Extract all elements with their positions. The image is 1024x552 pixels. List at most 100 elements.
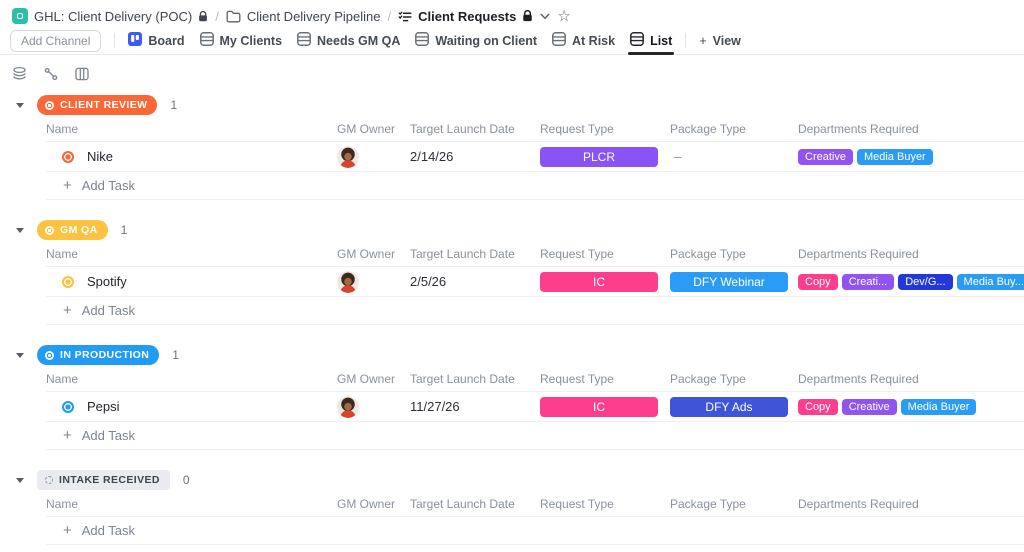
chevron-down-icon[interactable] bbox=[540, 13, 550, 20]
departments-cell: Copy Creative Media Buyer bbox=[798, 398, 1024, 415]
column-header-name[interactable]: Name bbox=[46, 246, 79, 261]
package-type-pill[interactable]: DFY Webinar bbox=[670, 271, 788, 292]
department-tag[interactable]: Copy bbox=[798, 398, 838, 415]
table-view-icon bbox=[630, 32, 645, 49]
tab-waiting-on-client[interactable]: Waiting on Client bbox=[415, 27, 537, 54]
empty-value[interactable]: – bbox=[674, 149, 682, 164]
column-header-gm-owner[interactable]: GM Owner bbox=[337, 371, 396, 386]
department-tag[interactable]: Media Buyer bbox=[900, 398, 977, 415]
department-tag[interactable]: Creati... bbox=[841, 273, 895, 290]
column-header-departments-required[interactable]: Departments Required bbox=[798, 371, 919, 386]
task-name[interactable]: Spotify bbox=[87, 274, 127, 289]
task-status-icon[interactable] bbox=[62, 400, 74, 413]
tab-at-risk[interactable]: At Risk bbox=[552, 27, 615, 54]
group-status-badge[interactable]: CLIENT REVIEW bbox=[37, 95, 158, 115]
column-header-request-type[interactable]: Request Type bbox=[540, 496, 614, 511]
target-launch-date[interactable]: 2/5/26 bbox=[410, 274, 447, 289]
request-type-pill[interactable]: IC bbox=[540, 271, 658, 292]
add-task-label: Add Task bbox=[81, 428, 136, 443]
owner-avatar[interactable] bbox=[337, 270, 410, 293]
column-header-departments-required[interactable]: Departments Required bbox=[798, 496, 919, 511]
group-table: Name GM Owner Target Launch Date Request Ty… bbox=[46, 241, 1024, 325]
add-task-button[interactable]: + Add Task bbox=[46, 517, 1024, 545]
list-check-icon bbox=[398, 10, 412, 23]
gm-owner-cell bbox=[337, 270, 410, 293]
department-tag[interactable]: Creative bbox=[841, 398, 897, 415]
tab-my-clients[interactable]: My Clients bbox=[199, 27, 282, 54]
folder-name: Client Delivery Pipeline bbox=[246, 8, 381, 24]
column-header-name[interactable]: Name bbox=[46, 121, 79, 136]
column-header-target-launch-date[interactable]: Target Launch Date bbox=[410, 371, 515, 386]
group-status-badge[interactable]: GM QA bbox=[37, 220, 108, 240]
column-header-request-type[interactable]: Request Type bbox=[540, 371, 614, 386]
column-header-request-type[interactable]: Request Type bbox=[540, 121, 614, 136]
folder-icon bbox=[226, 10, 241, 23]
group-by-icon[interactable] bbox=[12, 66, 27, 81]
lock-icon bbox=[522, 10, 533, 22]
collapse-arrow-icon[interactable] bbox=[16, 352, 24, 358]
column-header-target-launch-date[interactable]: Target Launch Date bbox=[410, 496, 515, 511]
status-circle-icon bbox=[45, 350, 54, 360]
breadcrumb-space[interactable]: GHL: Client Delivery (POC) bbox=[12, 8, 208, 24]
task-name-cell: Nike bbox=[46, 149, 337, 164]
add-task-button[interactable]: + Add Task bbox=[46, 422, 1024, 450]
column-header-departments-required[interactable]: Departments Required bbox=[798, 246, 919, 261]
table-view-icon bbox=[199, 32, 214, 49]
task-status-icon[interactable] bbox=[62, 150, 74, 163]
breadcrumb-folder[interactable]: Client Delivery Pipeline bbox=[226, 9, 381, 24]
space-name: GHL: Client Delivery (POC) bbox=[34, 8, 193, 24]
group-status-badge[interactable]: IN PRODUCTION bbox=[37, 345, 160, 365]
target-launch-date[interactable]: 11/27/26 bbox=[410, 399, 460, 414]
star-icon[interactable]: ☆ bbox=[557, 7, 571, 25]
task-name[interactable]: Pepsi bbox=[87, 399, 120, 414]
column-header-package-type[interactable]: Package Type bbox=[670, 496, 746, 511]
department-tag[interactable]: Media Buy... bbox=[956, 273, 1024, 290]
column-header-target-launch-date[interactable]: Target Launch Date bbox=[410, 121, 515, 136]
columns-icon[interactable] bbox=[75, 67, 89, 81]
department-tag[interactable]: Creative bbox=[798, 148, 853, 165]
column-header-package-type[interactable]: Package Type bbox=[670, 246, 746, 261]
target-launch-date[interactable]: 2/14/26 bbox=[410, 149, 454, 164]
collapse-arrow-icon[interactable] bbox=[16, 102, 24, 108]
tab-board[interactable]: Board bbox=[128, 27, 185, 54]
department-tag[interactable]: Dev/G... bbox=[898, 273, 953, 290]
request-type-pill[interactable]: PLCR bbox=[540, 146, 658, 167]
column-header-package-type[interactable]: Package Type bbox=[670, 371, 746, 386]
column-header-gm-owner[interactable]: GM Owner bbox=[337, 121, 396, 136]
department-tag[interactable]: Copy bbox=[798, 273, 838, 290]
task-name[interactable]: Nike bbox=[87, 149, 114, 164]
breadcrumb-list[interactable]: Client Requests bbox=[398, 9, 533, 24]
add-view-button[interactable]: + View bbox=[699, 34, 741, 48]
package-type-pill[interactable]: DFY Ads bbox=[670, 396, 788, 417]
group-client-review: CLIENT REVIEW 1 Name GM Owner Target Launch … bbox=[0, 94, 1024, 200]
column-header-row: Name GM Owner Target Launch Date Request Ty… bbox=[46, 241, 1024, 267]
list-name: Client Requests bbox=[418, 8, 517, 24]
column-header-request-type[interactable]: Request Type bbox=[540, 246, 614, 261]
add-task-label: Add Task bbox=[81, 178, 136, 193]
group-status-badge[interactable]: INTAKE RECEIVED bbox=[37, 470, 170, 490]
column-header-gm-owner[interactable]: GM Owner bbox=[337, 496, 396, 511]
column-header-target-launch-date[interactable]: Target Launch Date bbox=[410, 246, 515, 261]
tab-needs-gm-qa[interactable]: Needs GM QA bbox=[297, 27, 400, 54]
request-type-cell: PLCR bbox=[540, 146, 670, 167]
column-header-gm-owner[interactable]: GM Owner bbox=[337, 246, 396, 261]
add-task-button[interactable]: + Add Task bbox=[46, 172, 1024, 200]
column-header-package-type[interactable]: Package Type bbox=[670, 121, 746, 136]
department-tag[interactable]: Media Buyer bbox=[856, 148, 933, 165]
relationships-icon[interactable] bbox=[44, 67, 58, 81]
collapse-arrow-icon[interactable] bbox=[16, 227, 24, 233]
owner-avatar[interactable] bbox=[337, 145, 410, 168]
plus-icon: + bbox=[63, 427, 72, 444]
column-header-name[interactable]: Name bbox=[46, 371, 79, 386]
add-task-button[interactable]: + Add Task bbox=[46, 297, 1024, 325]
tab-label: At Risk bbox=[572, 33, 616, 48]
column-header-departments-required[interactable]: Departments Required bbox=[798, 121, 919, 136]
task-status-icon[interactable] bbox=[62, 275, 74, 288]
tab-list[interactable]: List bbox=[628, 27, 675, 55]
owner-avatar[interactable] bbox=[337, 395, 410, 418]
add-channel-button[interactable]: Add Channel bbox=[10, 29, 102, 52]
collapse-arrow-icon[interactable] bbox=[16, 477, 24, 483]
task-count: 0 bbox=[182, 473, 190, 487]
request-type-pill[interactable]: IC bbox=[540, 396, 658, 417]
column-header-name[interactable]: Name bbox=[46, 496, 79, 511]
